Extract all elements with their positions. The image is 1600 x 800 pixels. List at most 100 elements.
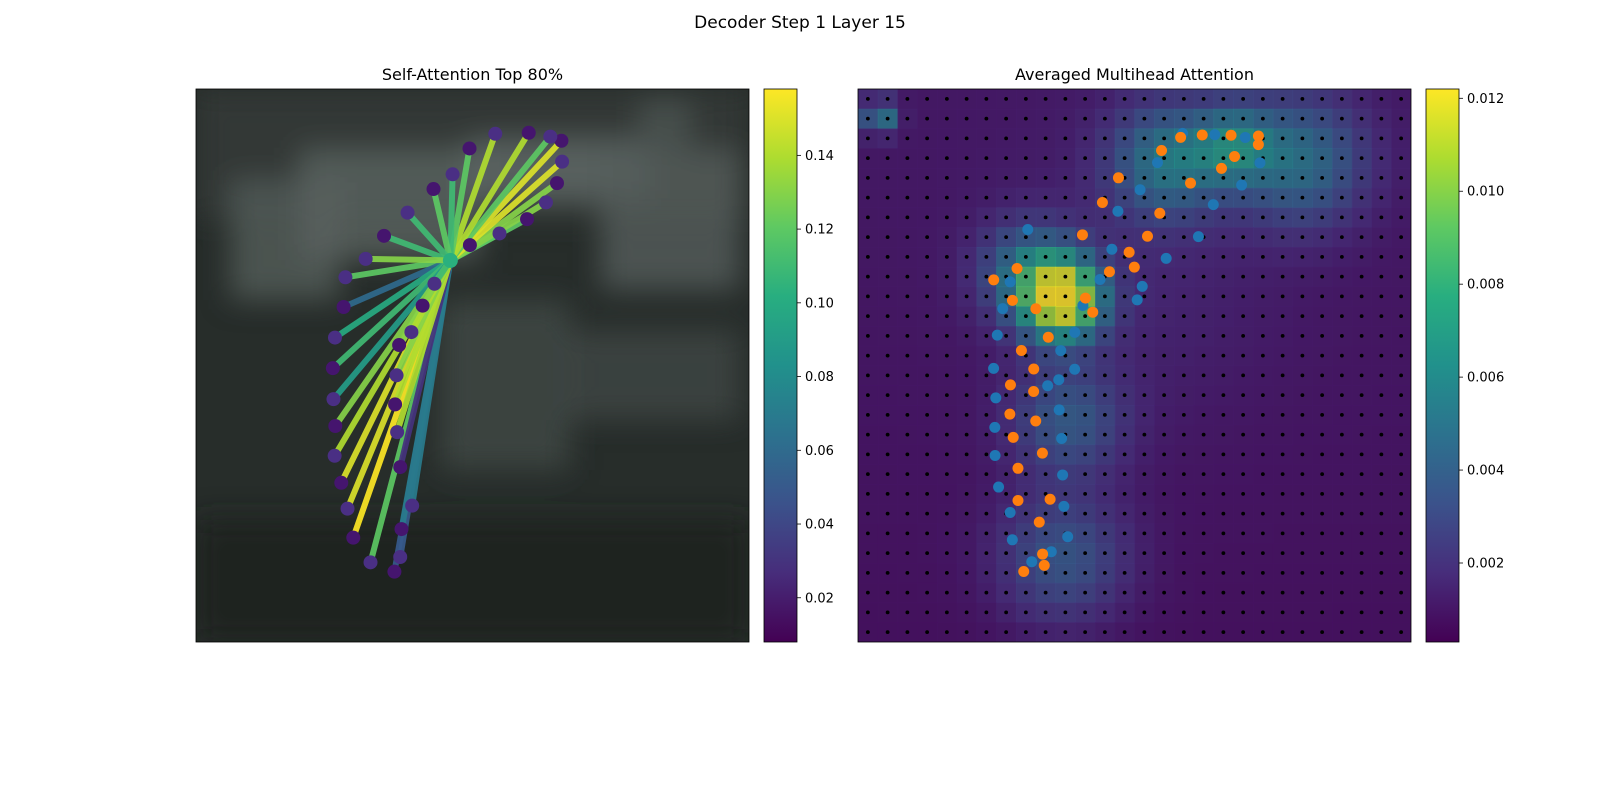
- grid-dot: [1004, 294, 1009, 299]
- grid-dot: [1300, 373, 1305, 378]
- grid-dot: [1162, 551, 1167, 556]
- grid-dot: [1142, 590, 1147, 595]
- grid-dot: [1083, 610, 1088, 615]
- grid-dot: [1083, 551, 1088, 556]
- grid-dot: [905, 235, 910, 240]
- left-colorbar-tick-label-0: 0.02: [805, 591, 834, 606]
- grid-dot: [1280, 373, 1285, 378]
- grid-dot: [1004, 235, 1009, 240]
- grid-dot: [1359, 136, 1364, 141]
- series-0-point-31: [1236, 179, 1248, 191]
- grid-dot: [1399, 333, 1404, 338]
- grid-dot: [1023, 156, 1028, 161]
- grid-dot: [1102, 472, 1107, 477]
- grid-dot: [1339, 610, 1344, 615]
- grid-dot: [1023, 333, 1028, 338]
- grid-dot: [1181, 294, 1186, 299]
- grid-dot: [1083, 511, 1088, 516]
- grid-dot: [905, 373, 910, 378]
- grid-dot: [1260, 610, 1265, 615]
- grid-dot: [905, 610, 910, 615]
- grid-dot: [1399, 254, 1404, 259]
- grid-dot: [1379, 333, 1384, 338]
- grid-dot: [944, 254, 949, 259]
- grid-dot: [1339, 116, 1344, 121]
- grid-dot: [1260, 393, 1265, 398]
- grid-dot: [1201, 215, 1206, 220]
- grid-dot: [1320, 254, 1325, 259]
- grid-dot: [1122, 136, 1127, 141]
- grid-dot: [1181, 156, 1186, 161]
- grid-dot: [1260, 531, 1265, 536]
- series-1-point-35: [1215, 162, 1227, 174]
- grid-dot: [1241, 353, 1246, 358]
- attention-point-9: [346, 530, 361, 545]
- grid-dot: [885, 590, 890, 595]
- grid-dot: [1280, 215, 1285, 220]
- grid-dot: [1102, 393, 1107, 398]
- grid-dot: [944, 590, 949, 595]
- grid-dot: [1339, 254, 1344, 259]
- grid-dot: [1162, 274, 1167, 279]
- grid-dot: [1122, 491, 1127, 496]
- grid-dot: [905, 215, 910, 220]
- series-0-point-1: [1004, 276, 1016, 288]
- series-0-point-26: [1152, 157, 1164, 169]
- grid-dot: [1023, 215, 1028, 220]
- grid-dot: [1181, 472, 1186, 477]
- grid-dot: [1102, 491, 1107, 496]
- grid-dot: [984, 235, 989, 240]
- grid-dot: [865, 274, 870, 279]
- grid-dot: [944, 274, 949, 279]
- grid-dot: [964, 215, 969, 220]
- grid-dot: [885, 294, 890, 299]
- attention-point-26: [538, 195, 553, 210]
- grid-dot: [865, 175, 870, 180]
- grid-dot: [1300, 175, 1305, 180]
- grid-dot: [1399, 491, 1404, 496]
- grid-dot: [1083, 491, 1088, 496]
- attention-point-6: [327, 448, 342, 463]
- grid-dot: [1162, 472, 1167, 477]
- grid-dot: [1201, 96, 1206, 101]
- grid-dot: [925, 630, 930, 635]
- series-1-point-1: [1011, 263, 1023, 275]
- grid-dot: [1004, 215, 1009, 220]
- grid-dot: [1063, 610, 1068, 615]
- grid-dot: [1300, 452, 1305, 457]
- grid-dot: [1241, 333, 1246, 338]
- series-1-point-26: [1076, 229, 1088, 241]
- grid-dot: [944, 116, 949, 121]
- grid-dot: [1280, 452, 1285, 457]
- grid-dot: [1399, 472, 1404, 477]
- grid-dot: [1063, 274, 1068, 279]
- grid-dot: [1339, 432, 1344, 437]
- grid-dot: [885, 551, 890, 556]
- grid-dot: [1023, 472, 1028, 477]
- grid-dot: [1221, 432, 1226, 437]
- grid-dot: [1399, 452, 1404, 457]
- attention-point-5: [328, 418, 343, 433]
- grid-dot: [905, 156, 910, 161]
- grid-dot: [1221, 175, 1226, 180]
- series-0-point-3: [991, 329, 1003, 341]
- right-colorbar: 0.002 0.004 0.006 0.008 0.010 0.012: [1425, 88, 1504, 643]
- grid-dot: [1280, 175, 1285, 180]
- grid-dot: [1122, 116, 1127, 121]
- grid-dot: [1339, 156, 1344, 161]
- series-0-point-33: [1192, 231, 1204, 243]
- attention-line-37: [382, 233, 452, 264]
- left-colorbar-tick-label-5: 0.12: [805, 223, 834, 238]
- left-colorbar: 0.02 0.04 0.06 0.08 0.10 0.12 0.14: [763, 88, 834, 643]
- grid-dot: [1260, 373, 1265, 378]
- series-1-point-24: [1141, 230, 1153, 242]
- grid-dot: [885, 314, 890, 319]
- series-1-point-25: [1096, 196, 1108, 208]
- attention-point-4: [326, 392, 341, 407]
- grid-dot: [925, 373, 930, 378]
- grid-dot: [984, 116, 989, 121]
- grid-dot: [1023, 551, 1028, 556]
- grid-dot: [1221, 393, 1226, 398]
- grid-dot: [1162, 333, 1167, 338]
- grid-dot: [1201, 511, 1206, 516]
